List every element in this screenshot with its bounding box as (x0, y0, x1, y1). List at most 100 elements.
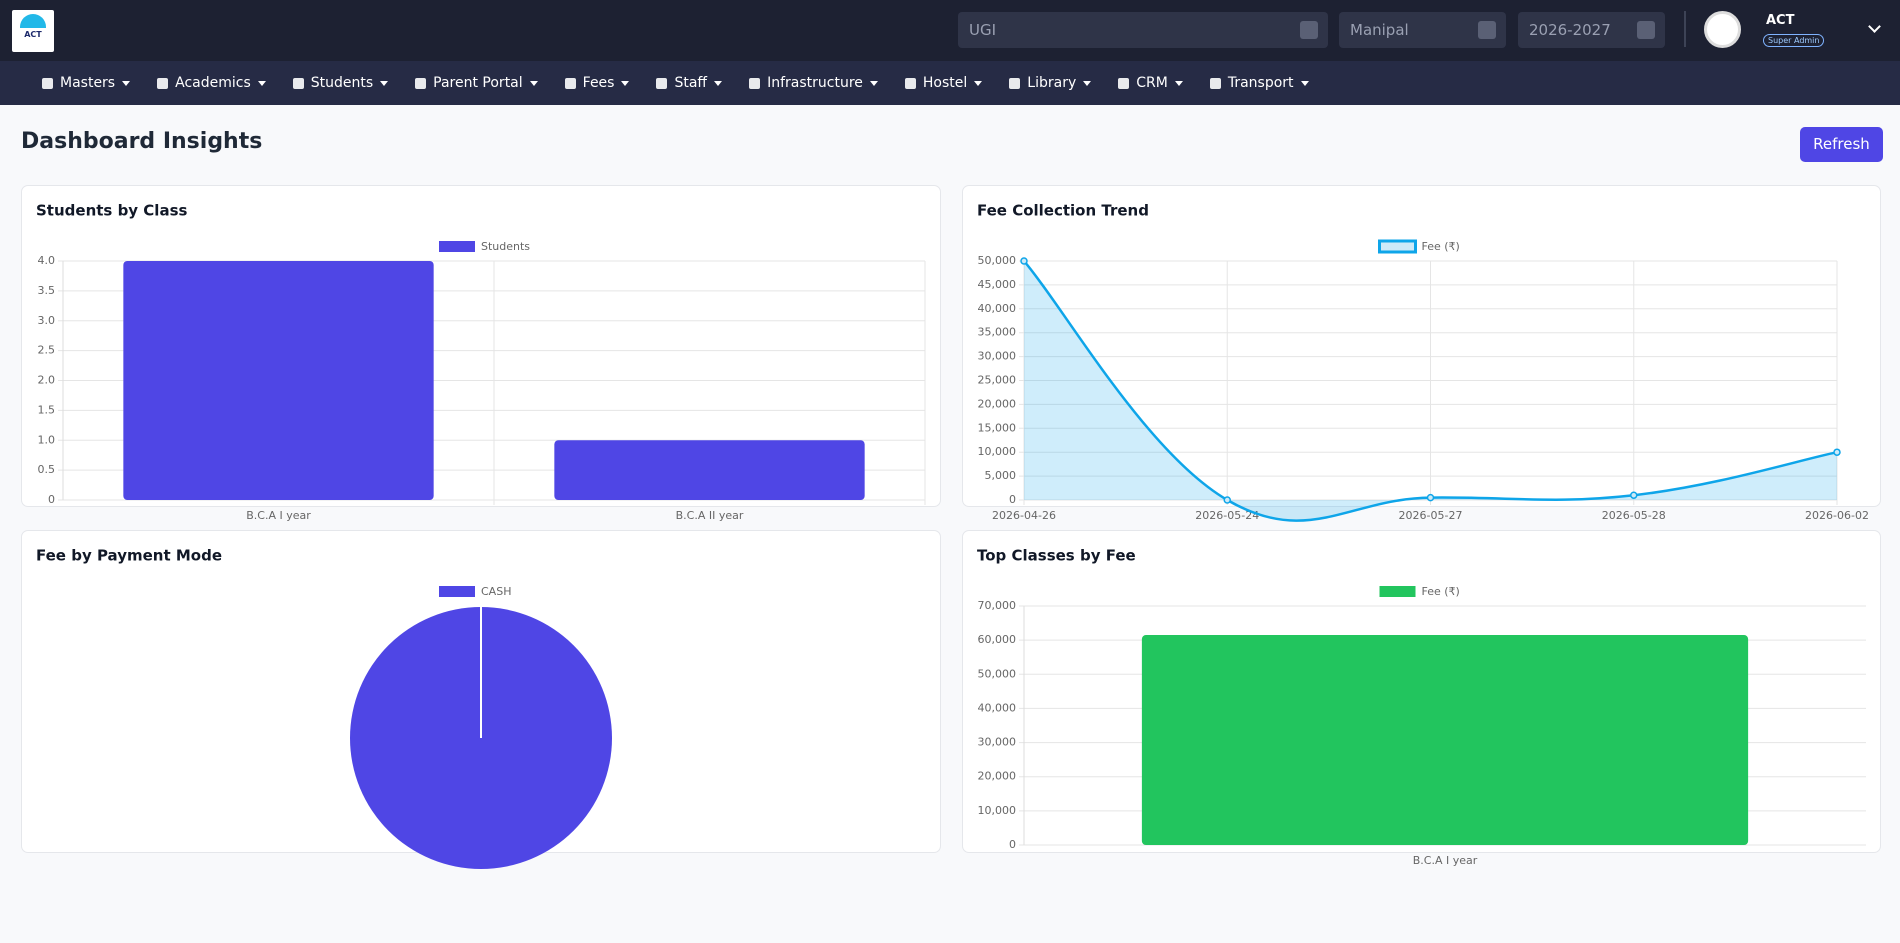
school-select[interactable]: UGI (958, 12, 1328, 48)
chart-title: Fee Collection Trend (977, 202, 1149, 220)
x-tick-label: B.C.A I year (1413, 854, 1478, 867)
y-tick-label: 1.5 (38, 403, 56, 416)
campus-select[interactable]: Manipal (1339, 12, 1506, 48)
nav-icon (749, 77, 761, 89)
user-name: ACT (1766, 13, 1795, 28)
nav-icon (42, 77, 53, 89)
nav-label: Staff (674, 75, 708, 91)
nav-item[interactable]: Academics (157, 75, 266, 91)
nav-caret (974, 80, 983, 86)
session: 2026-2027 (1529, 21, 1611, 39)
y-tick-label: 40,000 (978, 302, 1017, 315)
bar (123, 261, 434, 500)
nav-label: Students (310, 75, 374, 91)
nav-bar: Masters Academics Students Parent Portal Fee… (0, 61, 1900, 105)
y-tick-label: 1.0 (38, 433, 56, 446)
logo: ACT (12, 10, 54, 52)
nav-item[interactable]: Hostel (904, 75, 983, 91)
nav-item[interactable]: Transport (1209, 75, 1309, 91)
nav-icon (1118, 77, 1130, 89)
nav-item[interactable]: Students (292, 75, 389, 91)
chart-card: Fee Collection Trend Fee (₹) 0 5,000 10,000 1… (962, 185, 1881, 523)
y-tick-label: 0 (1009, 838, 1016, 851)
nav-icon (292, 77, 304, 89)
y-tick-label: 30,000 (978, 350, 1017, 363)
y-tick-label: 10,000 (978, 804, 1017, 817)
nav-item[interactable]: Infrastructure (749, 75, 878, 91)
nav-icon (157, 77, 169, 89)
chart-title: Students by Class (36, 202, 188, 220)
page-title: Dashboard Insights (21, 129, 263, 154)
x-tick-label: B.C.A II year (676, 509, 744, 522)
nav-icon (415, 77, 427, 89)
nav-item[interactable]: Library (1009, 75, 1092, 91)
line (1023, 260, 1838, 522)
y-tick-label: 50,000 (978, 254, 1017, 267)
nav-item[interactable]: CRM (1118, 75, 1183, 91)
point (1223, 496, 1231, 504)
nav-label: Parent Portal (433, 75, 523, 91)
chart: Fee by Payment Mode CASH (36, 547, 612, 869)
nav-label: Transport (1227, 75, 1294, 91)
refresh-button[interactable]: Refresh (1800, 127, 1883, 162)
y-tick-label: 2.0 (38, 374, 56, 387)
nav-label: Fees (582, 75, 615, 91)
user-menu-chevron[interactable] (1868, 20, 1881, 33)
nav-label: Academics (175, 75, 251, 91)
x-tick-label: B.C.A I year (246, 509, 311, 522)
nav-caret (1174, 80, 1183, 86)
nav-caret (1300, 80, 1309, 86)
nav-label: Library (1027, 75, 1077, 91)
legend-swatch (1379, 586, 1416, 597)
divider (1684, 11, 1686, 47)
nav-caret (621, 80, 630, 86)
chart: Students by Class Students 0 0.5 1.0 1.5 2.0 2.… (36, 202, 926, 522)
x-tick-label: 2026-05-27 (1399, 509, 1463, 522)
campus: Manipal (1350, 21, 1409, 39)
nav-icon (904, 77, 916, 89)
nav-icon (1009, 77, 1021, 89)
y-tick-label: 60,000 (978, 633, 1017, 646)
bar (554, 440, 865, 500)
nav-caret (869, 80, 878, 86)
y-tick-label: 70,000 (978, 599, 1017, 612)
nav-item[interactable]: Masters (42, 75, 131, 91)
legend-label: Students (481, 240, 530, 253)
nav-caret (122, 80, 131, 86)
x-tick-label: 2026-06-02 (1805, 509, 1869, 522)
legend-label: Fee (₹) (1422, 585, 1460, 598)
user-role: Super Admin (1763, 34, 1825, 47)
chart-title: Top Classes by Fee (977, 547, 1136, 565)
nav-caret (380, 80, 389, 86)
y-tick-label: 20,000 (978, 770, 1017, 783)
point (1833, 448, 1841, 456)
y-tick-label: 2.5 (38, 344, 56, 357)
x-tick-label: 2026-05-24 (1195, 509, 1259, 522)
x-tick-label: 2026-04-26 (992, 509, 1056, 522)
nav-item[interactable]: Parent Portal (415, 75, 538, 91)
y-tick-label: 30,000 (978, 736, 1017, 749)
top-bar: ACT UGI Manipal 2026-2027 ACT Super Admi… (0, 0, 1900, 61)
nav-item[interactable]: Fees (564, 75, 630, 91)
y-tick-label: 45,000 (978, 278, 1017, 291)
y-tick-label: 40,000 (978, 701, 1017, 714)
x-tick-label: 2026-05-28 (1602, 509, 1666, 522)
nav-caret (257, 80, 266, 86)
y-tick-label: 10,000 (978, 445, 1017, 458)
nav-label: Hostel (922, 75, 968, 91)
legend-label: CASH (481, 585, 511, 598)
y-tick-label: 25,000 (978, 374, 1017, 387)
nav-label: CRM (1136, 75, 1168, 91)
avatar[interactable] (1704, 11, 1741, 48)
y-tick-label: 3.0 (38, 314, 56, 327)
y-tick-label: 4.0 (38, 254, 56, 267)
y-tick-label: 0 (1009, 493, 1016, 506)
nav-icon (564, 77, 576, 89)
y-tick-label: 0 (48, 493, 55, 506)
y-tick-label: 20,000 (978, 397, 1017, 410)
chart: Fee Collection Trend Fee (₹) 0 5,000 10,000 1… (977, 202, 1869, 523)
session-select[interactable]: 2026-2027 (1518, 12, 1665, 48)
nav-caret (1083, 80, 1092, 86)
y-tick-label: 15,000 (978, 421, 1017, 434)
nav-item[interactable]: Staff (656, 75, 723, 91)
